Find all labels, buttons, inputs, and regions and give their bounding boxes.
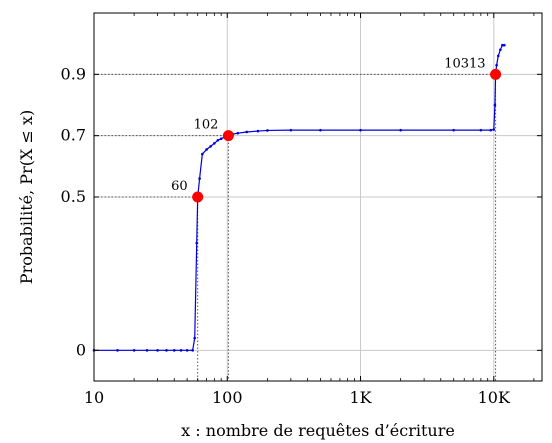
guide-lines [94, 73, 497, 381]
highlight-point [490, 68, 502, 80]
y-tick-label: 0.7 [61, 126, 86, 145]
highlight-point [222, 130, 234, 142]
series-line [94, 44, 505, 351]
x-tick-label: 1K [349, 388, 372, 407]
series-point [452, 128, 455, 132]
series-point [165, 349, 168, 352]
series-point [496, 54, 500, 58]
series-point [216, 138, 220, 142]
series-point [191, 349, 194, 352]
series-point [132, 349, 136, 352]
highlight-label: 10313 [444, 56, 485, 71]
x-tick-label: 100 [212, 388, 243, 407]
x-tick-label: 10K [478, 388, 511, 407]
series-point [503, 43, 506, 47]
highlight-label: 60 [171, 179, 188, 194]
series-point [495, 63, 498, 67]
series-point [156, 349, 159, 352]
series-point [492, 128, 496, 131]
x-tick-label: 10 [84, 388, 104, 407]
series-point [479, 128, 483, 132]
y-tick-label: 0 [76, 340, 86, 359]
series-point [116, 349, 119, 352]
series-point [493, 103, 497, 107]
x-axis-title: x : nombre de requêtes d’écriture [181, 421, 455, 440]
series-point [359, 128, 362, 132]
series-point [266, 129, 269, 132]
series-point [195, 241, 199, 245]
series-point [319, 128, 322, 132]
y-axis-title: Probabilité, Pr(X ≤ x) [17, 110, 36, 284]
series-point [219, 137, 223, 141]
highlight-label: 102 [194, 118, 219, 133]
ticks: 10 100 1K 10K 0 0.5 0.7 0.9 [61, 13, 542, 407]
series-point [201, 152, 204, 156]
series-point [145, 349, 149, 352]
y-tick-label: 0.9 [61, 64, 86, 83]
y-tick-label: 0.5 [61, 187, 86, 206]
series-point [501, 43, 504, 47]
series-point [245, 130, 249, 134]
series-point [209, 145, 212, 148]
series-point [172, 349, 176, 352]
highlight-points: 60 102 10313 [171, 56, 502, 203]
series-point [193, 336, 197, 340]
series-layer [92, 43, 506, 352]
series-point [185, 349, 189, 352]
series-point [236, 131, 240, 135]
series-point [213, 142, 216, 145]
series-point [198, 177, 201, 180]
series-point [289, 128, 293, 132]
series-point [256, 129, 260, 133]
highlight-point [192, 191, 204, 203]
series-point [489, 128, 493, 132]
series-point [499, 48, 502, 52]
series-point [179, 349, 183, 352]
series-point [399, 128, 402, 132]
series-point [205, 148, 208, 151]
